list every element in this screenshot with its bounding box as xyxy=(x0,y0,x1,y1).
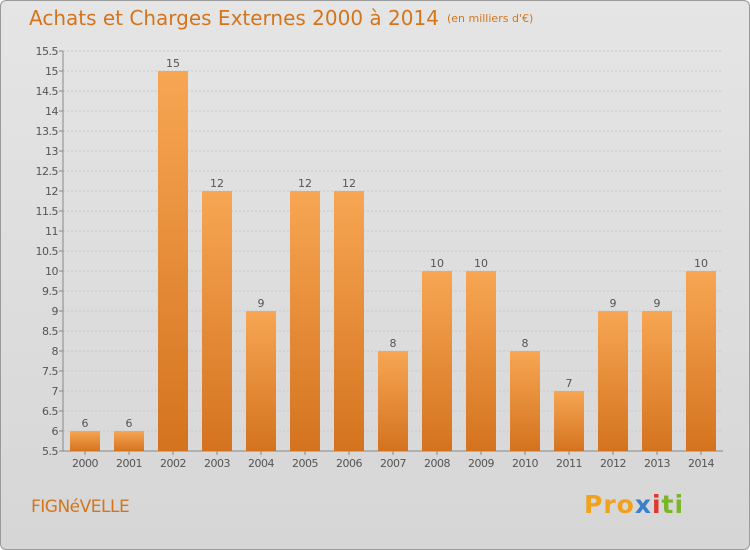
bar-2003 xyxy=(202,191,232,451)
commune-name: FIGNéVELLE xyxy=(31,497,130,517)
y-tick-label: 12.5 xyxy=(36,165,59,178)
x-tick-label-2007: 2007 xyxy=(380,457,406,470)
bar-2012 xyxy=(598,311,628,451)
y-tick-label: 10.5 xyxy=(36,245,59,258)
y-tick-label: 9 xyxy=(52,305,59,318)
x-tick-label-2012: 2012 xyxy=(600,457,626,470)
x-tick-label-2002: 2002 xyxy=(160,457,186,470)
x-tick-label-2000: 2000 xyxy=(72,457,98,470)
x-tick-label-2004: 2004 xyxy=(248,457,274,470)
x-tick-label-2014: 2014 xyxy=(688,457,714,470)
y-tick-label: 13 xyxy=(45,145,58,158)
data-label-2008: 10 xyxy=(430,257,444,270)
bar-2007 xyxy=(378,351,408,451)
x-tick-label-2008: 2008 xyxy=(424,457,450,470)
bar-2002 xyxy=(158,71,188,451)
title-text: Achats et Charges Externes 2000 à 2014 xyxy=(29,6,439,30)
y-tick-label: 11 xyxy=(45,225,58,238)
y-tick-label: 9.5 xyxy=(42,285,58,298)
y-tick-label: 5.5 xyxy=(42,445,58,458)
x-tick-label-2003: 2003 xyxy=(204,457,230,470)
data-label-2012: 9 xyxy=(610,297,617,310)
data-label-2004: 9 xyxy=(258,297,265,310)
y-tick-label: 7 xyxy=(52,385,59,398)
bar-2000 xyxy=(70,431,100,451)
bar-2006 xyxy=(334,191,364,451)
bar-2004 xyxy=(246,311,276,451)
proxiti-logo: Proxiti xyxy=(584,490,685,519)
chart-title: Achats et Charges Externes 2000 à 2014 (e… xyxy=(29,6,533,30)
data-label-2011: 7 xyxy=(566,377,573,390)
bar-2013 xyxy=(642,311,672,451)
y-tick-label: 14.5 xyxy=(36,85,59,98)
y-tick-label: 15.5 xyxy=(36,45,59,58)
bar-2014 xyxy=(686,271,716,451)
data-label-2009: 10 xyxy=(474,257,488,270)
bar-2005 xyxy=(290,191,320,451)
data-label-2014: 10 xyxy=(694,257,708,270)
y-tick-label: 7.5 xyxy=(42,365,58,378)
y-tick-label: 14 xyxy=(45,105,58,118)
x-tick-label-2005: 2005 xyxy=(292,457,318,470)
x-tick-label-2010: 2010 xyxy=(512,457,538,470)
y-tick-label: 10 xyxy=(45,265,58,278)
data-label-2001: 6 xyxy=(126,417,133,430)
bar-2011 xyxy=(554,391,584,451)
bar-2001 xyxy=(114,431,144,451)
data-label-2003: 12 xyxy=(210,177,224,190)
y-tick-label: 11.5 xyxy=(36,205,59,218)
bar-2009 xyxy=(466,271,496,451)
x-tick-label-2011: 2011 xyxy=(556,457,582,470)
y-tick-label: 13.5 xyxy=(36,125,59,138)
bar-2010 xyxy=(510,351,540,451)
y-tick-label: 6 xyxy=(52,425,59,438)
x-tick-label-2006: 2006 xyxy=(336,457,362,470)
data-label-2002: 15 xyxy=(166,57,180,70)
y-tick-label: 6.5 xyxy=(42,405,58,418)
data-label-2007: 8 xyxy=(390,337,397,350)
data-label-2006: 12 xyxy=(342,177,356,190)
y-tick-label: 8 xyxy=(52,345,59,358)
y-tick-label: 8.5 xyxy=(42,325,58,338)
data-label-2005: 12 xyxy=(298,177,312,190)
y-tick-label: 12 xyxy=(45,185,58,198)
bar-2008 xyxy=(422,271,452,451)
data-label-2013: 9 xyxy=(654,297,661,310)
x-tick-label-2001: 2001 xyxy=(116,457,142,470)
x-tick-label-2013: 2013 xyxy=(644,457,670,470)
data-label-2010: 8 xyxy=(522,337,529,350)
x-tick-label-2009: 2009 xyxy=(468,457,494,470)
y-tick-label: 15 xyxy=(45,65,58,78)
data-label-2000: 6 xyxy=(82,417,89,430)
title-unit: (en milliers d'€) xyxy=(446,12,534,25)
